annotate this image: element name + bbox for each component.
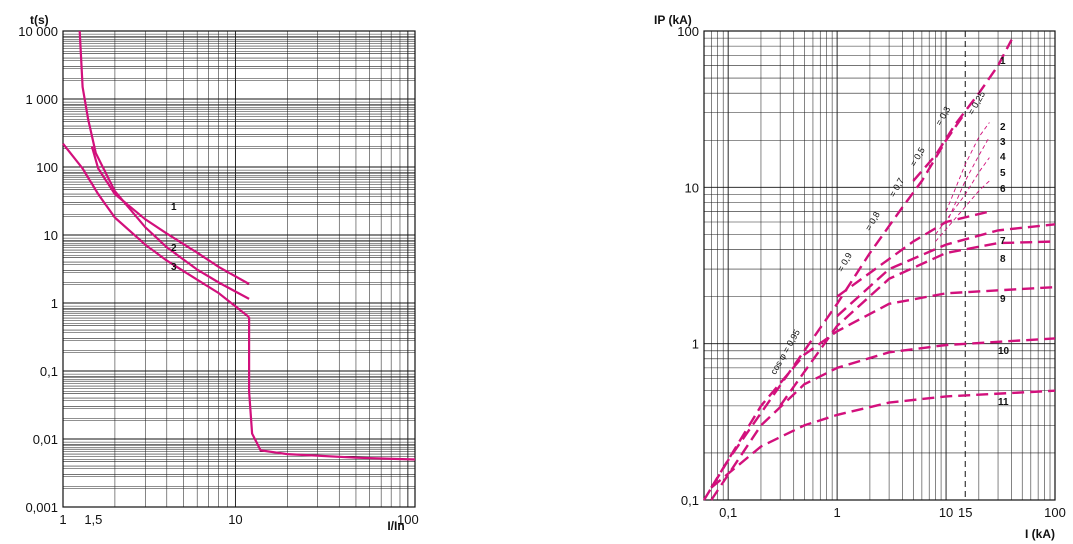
y-tick-label: 100 (677, 24, 699, 39)
series-line-4 (935, 157, 990, 235)
series-line-cos-envelope (702, 112, 967, 501)
y-tick-label: 0,1 (40, 364, 58, 379)
y-tick-label: 0,001 (25, 500, 58, 515)
grid (62, 30, 415, 508)
curve-label: 2 (1000, 122, 1006, 133)
grid (703, 30, 1056, 501)
curve-label: 7 (1000, 236, 1006, 247)
series-line-6 (836, 210, 990, 298)
curve-label: 1 (171, 202, 177, 213)
x-tick-label: 0,1 (719, 505, 737, 520)
x-tick-label: 100 (1044, 505, 1066, 520)
series-line-3 (62, 143, 250, 318)
curve-label: 4 (1000, 152, 1006, 163)
curve-label: 2 (171, 243, 177, 254)
series-line-11 (710, 389, 1056, 489)
x-tick-label: 10 (228, 512, 242, 527)
x-axis-title: I (kA) (1025, 527, 1055, 541)
series-line-1 (912, 39, 1013, 182)
series-line-2 (78, 30, 250, 300)
series-group (702, 39, 1056, 501)
power-factor-label: = 0,9 (835, 251, 854, 274)
x-axis-title: I/In (387, 519, 404, 533)
series-line-10 (710, 337, 1056, 501)
plot-frame (703, 30, 1056, 501)
series-line-2 (945, 122, 990, 212)
series-line-instantaneous (248, 317, 416, 461)
curve-label: 6 (1000, 184, 1006, 195)
y-tick-label: 10 (44, 228, 58, 243)
y-tick-label: 1 (692, 337, 699, 352)
y-tick-label: 100 (36, 160, 58, 175)
x-tick-label: 1,5 (84, 512, 102, 527)
chart-2: IP (kA) I (kA) 100 10 1 0,1 0,1 1 10 15 100 1 2 3 4 5 6 7… (654, 13, 1066, 541)
x-tick-label: 1 (833, 505, 840, 520)
curve-label: 3 (1000, 137, 1006, 148)
y-tick-label: 10 000 (18, 24, 58, 39)
plot-frame (62, 30, 416, 508)
curve-label: 3 (171, 262, 177, 273)
curve-label: 8 (1000, 254, 1006, 265)
curve-label: 1 (1000, 56, 1006, 67)
x-tick-label: 1 (59, 512, 66, 527)
y-axis-title: IP (kA) (654, 13, 692, 27)
series-line-8 (779, 240, 1056, 407)
y-axis-title: t(s) (30, 13, 49, 27)
power-factor-label: cos φ = 0,95 (768, 328, 802, 376)
y-tick-label: 0,1 (681, 493, 699, 508)
power-factor-label: = 0,25 (966, 90, 987, 117)
curve-label: 10 (998, 346, 1010, 357)
curve-label: 9 (1000, 294, 1006, 305)
x-tick-label: 10 (939, 505, 953, 520)
series-group (62, 30, 416, 461)
power-factor-label: = 0,3 (934, 105, 953, 128)
x-tick-label: 15 (958, 505, 972, 520)
series-line-5 (935, 180, 990, 242)
series-line-7 (836, 223, 1056, 317)
y-tick-label: 0,01 (33, 432, 58, 447)
curve-label: 5 (1000, 168, 1006, 179)
series-line-9 (710, 285, 1056, 489)
x-tick-label: 100 (397, 512, 419, 527)
series-line-1 (90, 146, 250, 285)
curve-label: 11 (998, 397, 1009, 408)
series-line-3 (945, 136, 990, 225)
y-tick-label: 1 (51, 296, 58, 311)
power-factor-label: = 0,8 (863, 210, 882, 233)
y-tick-label: 10 (685, 180, 699, 195)
power-factor-label: = 0,5 (908, 145, 927, 168)
y-tick-label: 1 000 (25, 92, 58, 107)
